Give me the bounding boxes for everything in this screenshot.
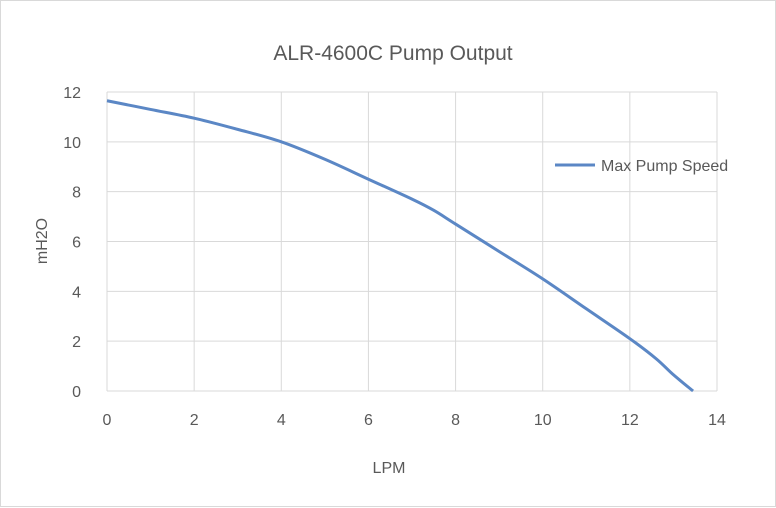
legend-label: Max Pump Speed xyxy=(601,158,728,175)
x-tick-label: 4 xyxy=(277,412,286,429)
y-tick-label: 8 xyxy=(72,185,81,202)
y-tick-label: 0 xyxy=(72,384,81,401)
x-tick-label: 10 xyxy=(534,412,552,429)
x-tick-label: 14 xyxy=(708,412,726,429)
y-tick-label: 4 xyxy=(72,284,81,301)
grid xyxy=(107,92,717,391)
x-tick-label: 6 xyxy=(364,412,373,429)
y-tick-label: 6 xyxy=(72,235,81,252)
y-tick-label: 10 xyxy=(63,135,81,152)
legend: Max Pump Speed xyxy=(555,158,728,175)
x-tick-label: 12 xyxy=(621,412,639,429)
x-tick-labels: 0 2 4 6 8 10 12 14 xyxy=(103,412,726,429)
x-axis-title: LPM xyxy=(373,460,406,477)
x-tick-label: 0 xyxy=(103,412,112,429)
y-tick-labels: 0 2 4 6 8 10 12 xyxy=(63,85,81,401)
chart-title: ALR-4600C Pump Output xyxy=(273,42,512,65)
x-tick-label: 2 xyxy=(190,412,199,429)
y-tick-label: 2 xyxy=(72,334,81,351)
series-layer xyxy=(107,101,693,391)
x-tick-label: 8 xyxy=(451,412,460,429)
series-line-max-pump-speed xyxy=(107,101,693,391)
y-tick-label: 12 xyxy=(63,85,81,102)
y-axis-title: mH2O xyxy=(34,218,51,264)
